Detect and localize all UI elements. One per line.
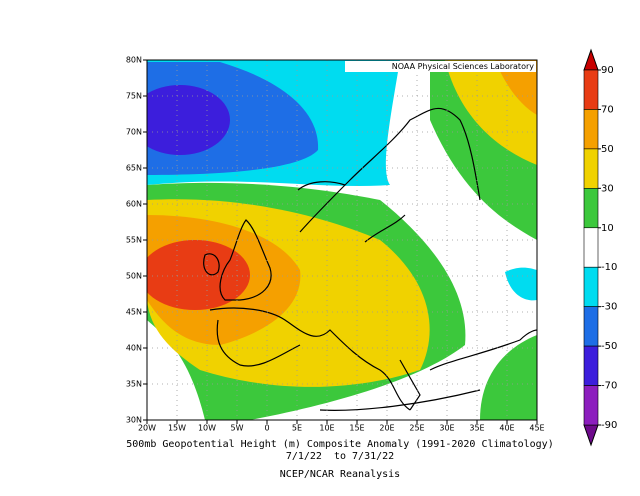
colorbar-label: 50 xyxy=(601,144,614,155)
lon-label: 15W xyxy=(168,424,186,433)
lon-label: 30E xyxy=(439,424,454,433)
lon-label: 15E xyxy=(349,424,364,433)
colorbar-segment xyxy=(583,306,599,347)
colorbar-segment xyxy=(583,148,599,189)
lon-label: 10E xyxy=(319,424,334,433)
lat-label: 60N xyxy=(126,200,142,209)
lon-label: 20E xyxy=(379,424,394,433)
colorbar-label: 30 xyxy=(601,183,614,194)
lat-label: 80N xyxy=(126,56,142,65)
colorbar-segment xyxy=(583,345,599,386)
colorbar-segment xyxy=(583,385,599,426)
lat-label: 55N xyxy=(126,236,142,245)
graticule xyxy=(147,60,537,420)
lat-label: 70N xyxy=(126,128,142,137)
lon-label: 25E xyxy=(409,424,424,433)
lon-label: 40E xyxy=(499,424,514,433)
colorbar-label: -50 xyxy=(601,341,617,352)
colorbar-label: 10 xyxy=(601,223,614,234)
colorbar-label: -70 xyxy=(601,381,617,392)
caption-source: NCEP/NCAR Reanalysis xyxy=(280,469,400,480)
lon-label: 45E xyxy=(529,424,544,433)
lon-label: 20W xyxy=(138,424,156,433)
lon-label: 10W xyxy=(198,424,216,433)
colorbar-segment xyxy=(583,109,599,150)
caption-title: 500mb Geopotential Height (m) Composite … xyxy=(126,439,553,450)
lat-label: 50N xyxy=(126,272,142,281)
lat-label: 45N xyxy=(126,308,142,317)
lon-label: 5E xyxy=(292,424,302,433)
colorbar-arrow xyxy=(583,48,599,71)
colorbar-label: 70 xyxy=(601,104,614,115)
credit: NOAA Physical Sciences Laboratory xyxy=(392,62,535,71)
credit-box xyxy=(345,61,536,72)
lat-label: 65N xyxy=(126,164,142,173)
lat-label: 35N xyxy=(126,380,142,389)
colorbar-segment xyxy=(583,69,599,110)
lon-label: 5W xyxy=(231,424,244,433)
lat-label: 75N xyxy=(126,92,142,101)
lat-label: 40N xyxy=(126,344,142,353)
colorbar-arrow xyxy=(583,424,599,447)
colorbar-segment xyxy=(583,188,599,229)
caption-dates: 7/1/22 to 7/31/22 xyxy=(286,451,394,462)
colorbar-segment xyxy=(583,227,599,268)
colorbar-label: -30 xyxy=(601,302,617,313)
colorbar-label: 90 xyxy=(601,65,614,76)
lon-label: 0 xyxy=(264,424,269,433)
lon-label: 35E xyxy=(469,424,484,433)
colorbar-segment xyxy=(583,266,599,307)
colorbar-label: -10 xyxy=(601,262,617,273)
colorbar-label: -90 xyxy=(601,420,617,431)
map-fill xyxy=(147,60,537,420)
lat-label: 30N xyxy=(126,416,142,425)
